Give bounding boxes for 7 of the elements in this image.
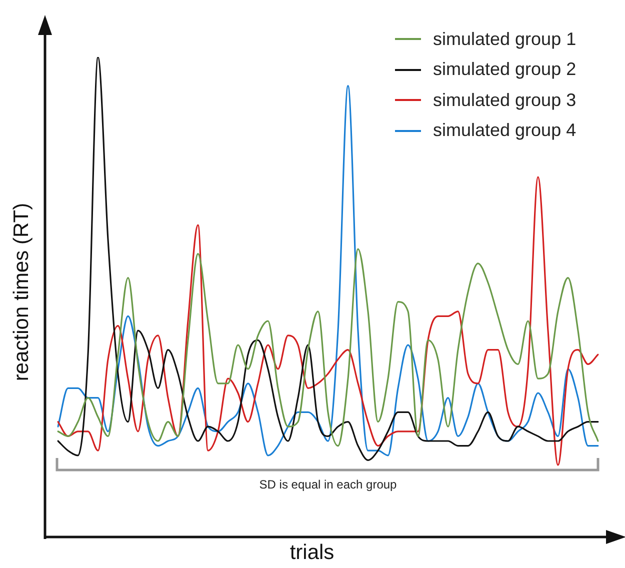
legend-label: simulated group 2 [433, 59, 576, 80]
y-axis-title: reaction times (RT) [10, 202, 33, 382]
x-axis-title: trials [290, 540, 334, 564]
legend-label: simulated group 4 [433, 120, 576, 142]
legend-label: simulated group 1 [433, 28, 576, 50]
legend-label: simulated group 3 [433, 90, 576, 111]
annotation: SD is equal in each group [259, 477, 398, 492]
